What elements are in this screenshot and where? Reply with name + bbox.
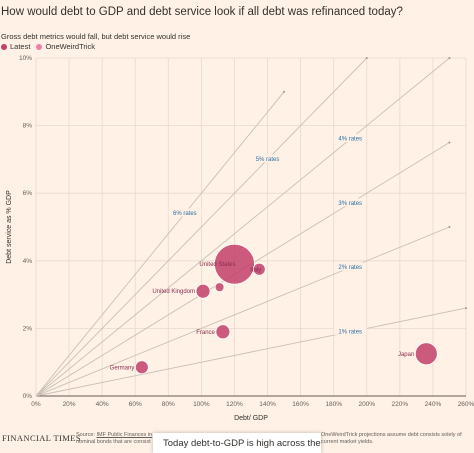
rate-line-end-dot — [448, 57, 451, 59]
rate-label-bg — [168, 208, 202, 217]
source-link[interactable]: IMF Public Finances in — [96, 432, 153, 438]
legend-label-oneweirdtrick: OneWeirdTrick — [45, 42, 96, 51]
x-tick-label: 220% — [392, 401, 409, 408]
ft-logo: FINANCIAL TIMES — [2, 433, 81, 443]
rate-line-end-dot — [283, 90, 286, 93]
y-axis-title: Debt service as % GDP — [6, 190, 13, 264]
data-label: United States — [199, 262, 235, 268]
x-tick-label: 200% — [358, 401, 375, 408]
rate-line-end-dot — [365, 57, 368, 59]
legend-swatch-latest — [1, 43, 7, 50]
rate-line — [35, 226, 450, 397]
data-label: Japan — [398, 352, 414, 358]
y-tick-label: 2% — [23, 325, 33, 332]
rate-line-label: 3% rates — [338, 201, 362, 207]
source-line-2: nominal bonds that are consist — [76, 439, 151, 445]
y-tick-label: 4% — [23, 258, 33, 265]
rate-line-label: 6% rates — [173, 211, 197, 217]
data-point[interactable] — [214, 282, 225, 293]
data-point[interactable] — [252, 262, 266, 276]
data-point[interactable] — [195, 283, 211, 299]
legend-item-latest[interactable]: Latest — [1, 42, 30, 51]
x-tick-label: 260% — [458, 401, 474, 408]
rate-line-label: 2% rates — [338, 265, 362, 271]
rate-line — [35, 91, 285, 397]
rate-line-end-dot — [448, 141, 451, 144]
data-point[interactable] — [134, 360, 149, 375]
legend-swatch-oneweirdtrick — [36, 43, 43, 50]
rate-line — [35, 57, 450, 397]
data-point[interactable] — [215, 324, 231, 340]
scatter-chart: 0% 2% 4% 6% 8% 10% 0% 20% 40% 60% 80% 100% 120% 140% 1… — [6, 55, 474, 422]
x-tick-label: 100% — [193, 401, 210, 408]
legend-item-oneweirdtrick[interactable]: OneWeirdTrick — [36, 42, 95, 51]
chart-subtitle: Gross debt metrics would fall, but debt … — [1, 32, 191, 41]
rate-line — [35, 57, 368, 397]
source-note: Source: IMF Public Finances in nominal b… — [76, 432, 156, 446]
y-tick-label: 6% — [23, 190, 33, 197]
data-label: Germany — [110, 365, 135, 371]
story-tooltip[interactable]: Today debt-to-GDP is high across the G7. — [153, 433, 321, 453]
legend: Latest OneWeirdTrick — [1, 42, 101, 51]
x-tick-label: 20% — [63, 401, 76, 408]
y-tick-label: 8% — [23, 123, 33, 130]
rate-line-label: 1% rates — [338, 329, 362, 335]
chart-title: How would debt to GDP and debt service l… — [1, 6, 403, 18]
source-prefix: Source: — [76, 432, 97, 438]
rate-line-label: 5% rates — [256, 157, 280, 163]
rate-label-bg — [333, 326, 367, 335]
rate-label-bg — [333, 198, 367, 207]
data-point[interactable] — [214, 243, 255, 285]
data-point[interactable] — [414, 342, 438, 366]
x-tick-label: 0% — [31, 401, 41, 408]
x-tick-label: 240% — [425, 401, 442, 408]
rate-label-bg — [333, 262, 367, 271]
y-tick-label: 10% — [19, 55, 32, 62]
data-label: France — [196, 330, 215, 336]
rate-label-bg — [251, 154, 284, 163]
rate-line — [35, 307, 467, 397]
data-label: Italy — [250, 267, 261, 273]
x-tick-label: 40% — [96, 401, 109, 408]
x-tick-label: 80% — [162, 401, 175, 408]
rate-line-end-dot — [465, 307, 467, 310]
x-tick-label: 140% — [259, 401, 276, 408]
x-tick-label: 60% — [129, 401, 142, 408]
y-tick-label: 0% — [23, 393, 33, 400]
rate-line-label: 4% rates — [338, 137, 362, 143]
rate-line-end-dot — [448, 226, 451, 228]
methodology-note: OneWeirdTrick projections assume debt co… — [321, 432, 474, 446]
x-tick-label: 120% — [226, 401, 243, 408]
footer: FINANCIAL TIMES Source: IMF Public Finan… — [0, 428, 474, 446]
note-line-1: OneWeirdTrick projections assume debt co… — [321, 432, 462, 438]
data-label: United Kingdom — [152, 289, 195, 295]
legend-label-latest: Latest — [10, 42, 31, 51]
note-line-2: current market yields. — [321, 439, 374, 445]
rate-label-bg — [333, 134, 367, 143]
x-tick-label: 160% — [292, 401, 309, 408]
x-tick-label: 180% — [325, 401, 342, 408]
x-axis-title: Debt/ GDP — [234, 415, 268, 422]
